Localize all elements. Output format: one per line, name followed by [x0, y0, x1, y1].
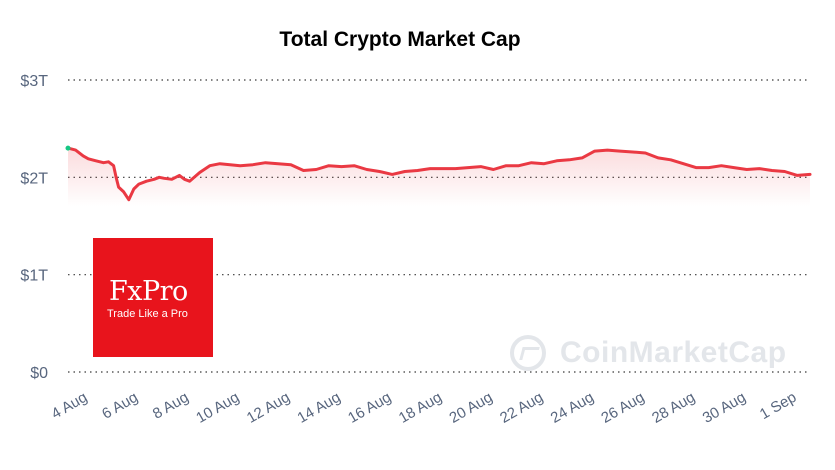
y-tick-label: $0 [30, 365, 48, 382]
x-tick-label: 16 Aug [345, 389, 394, 427]
y-tick-label: $1T [20, 268, 48, 285]
watermark-text: CoinMarketCap [560, 336, 787, 369]
series-line [66, 146, 812, 202]
y-tick-label: $2T [20, 170, 48, 187]
logo-name: FxPro [109, 276, 188, 307]
y-axis: $0 $1T $2T $3T [20, 73, 48, 382]
logo-tagline: Trade Like a Pro [107, 308, 188, 320]
fxpro-logo: FxPro Trade Like a Pro [93, 238, 213, 357]
x-tick-label: 28 Aug [649, 389, 698, 427]
watermark: CoinMarketCap [510, 335, 787, 371]
area-fill [68, 148, 810, 207]
chart-title: Total Crypto Market Cap [279, 28, 521, 51]
x-tick-label: 14 Aug [295, 389, 344, 427]
x-tick-label: 4 Aug [49, 389, 91, 423]
x-tick-label: 24 Aug [548, 389, 597, 427]
x-tick-label: 26 Aug [598, 389, 647, 427]
x-tick-label: 10 Aug [193, 389, 242, 427]
x-tick-label: 20 Aug [446, 389, 495, 427]
x-tick-label: 18 Aug [396, 389, 445, 427]
start-marker [65, 145, 71, 151]
y-tick-label: $3T [20, 73, 48, 90]
coinmarketcap-icon [510, 335, 546, 371]
x-tick-label: 6 Aug [99, 389, 141, 423]
x-tick-label: 12 Aug [244, 389, 293, 427]
x-tick-label: 30 Aug [700, 389, 749, 427]
x-tick-label: 22 Aug [497, 389, 546, 427]
x-axis: 4 Aug 6 Aug 8 Aug 10 Aug 12 Aug 14 Aug 16 Aug 1… [49, 389, 800, 427]
x-tick-label: 8 Aug [150, 389, 192, 423]
x-tick-label: 1 Sep [757, 389, 799, 423]
